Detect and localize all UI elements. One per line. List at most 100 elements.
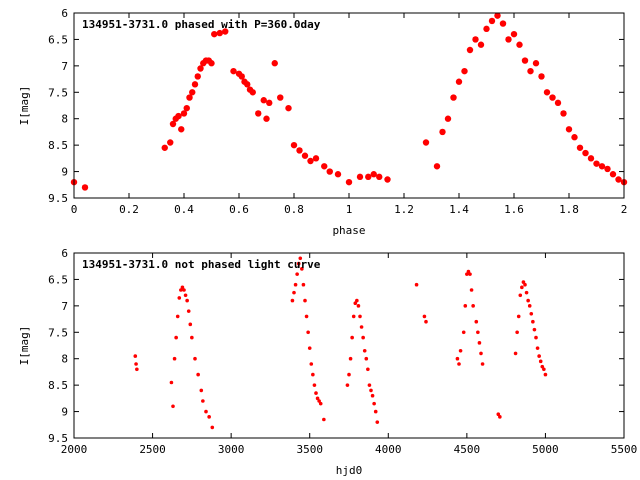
data-point: [538, 73, 545, 80]
data-point: [169, 380, 174, 385]
data-point: [457, 362, 461, 366]
data-point: [185, 298, 189, 303]
data-point: [366, 367, 370, 372]
data-point: [182, 288, 186, 292]
data-point: [468, 272, 472, 276]
data-point: [463, 304, 468, 308]
data-point: [516, 314, 521, 319]
y-tick-label: 9: [61, 406, 68, 419]
data-point: [161, 144, 168, 151]
data-point: [169, 120, 177, 128]
data-point: [175, 112, 182, 120]
data-point: [477, 341, 482, 345]
data-point: [306, 330, 310, 335]
data-point: [309, 362, 314, 366]
data-point: [317, 399, 321, 403]
data-point: [538, 359, 543, 364]
data-point: [133, 354, 138, 358]
data-point: [197, 65, 204, 72]
y-tick-label: 6: [61, 7, 68, 20]
y-tick-label: 9.5: [48, 192, 68, 205]
data-point: [531, 319, 535, 324]
x-tick-label: 0.4: [174, 203, 194, 216]
data-point: [384, 176, 391, 183]
data-point: [359, 325, 364, 329]
data-point: [375, 420, 380, 424]
y-tick-label: 7: [61, 300, 68, 313]
x-tick-label: 4000: [375, 443, 402, 456]
data-point: [523, 282, 527, 287]
x-tick-label: 0.6: [229, 203, 249, 216]
data-point: [422, 314, 427, 319]
data-point: [444, 115, 452, 122]
plot-frame: [73, 12, 625, 199]
y-axis-label: I[mag]: [18, 326, 31, 366]
data-point: [183, 293, 188, 298]
y-tick-label: 7: [61, 60, 68, 73]
data-point: [358, 314, 362, 319]
data-point: [193, 356, 197, 361]
x-tick-label: 0: [71, 203, 78, 216]
data-point: [356, 173, 364, 181]
data-point: [304, 314, 309, 319]
data-point: [290, 298, 295, 303]
x-tick-label: 1: [346, 203, 353, 216]
data-point: [350, 335, 354, 340]
data-point: [210, 425, 215, 430]
data-point: [472, 36, 479, 43]
data-point: [266, 99, 273, 107]
data-point: [322, 417, 326, 422]
data-point: [277, 94, 284, 101]
data-point: [307, 157, 314, 165]
data-point: [296, 147, 303, 154]
data-point: [513, 351, 518, 356]
data-point: [216, 29, 223, 37]
data-point: [422, 139, 430, 146]
data-point: [450, 94, 457, 101]
data-point: [520, 285, 524, 290]
data-point: [560, 110, 567, 117]
data-point: [190, 335, 194, 340]
y-tick-label: 7.5: [48, 86, 68, 99]
data-point: [271, 60, 278, 67]
data-point: [318, 401, 323, 406]
data-point: [208, 60, 215, 67]
data-point: [355, 298, 359, 303]
unphased-light-curve-chart: 2000 2500 3000 3500 4000 4500 5000 5500 6 6.5 7 7.…: [18, 247, 637, 477]
data-point: [537, 354, 541, 358]
data-point: [526, 298, 530, 303]
data-point: [604, 165, 611, 173]
data-point: [211, 30, 218, 38]
data-point: [314, 391, 318, 395]
data-point: [312, 383, 317, 387]
data-point: [296, 261, 301, 266]
data-point: [479, 351, 483, 356]
data-point: [571, 134, 578, 141]
data-point: [244, 81, 251, 88]
data-point: [535, 346, 540, 350]
data-point: [367, 383, 372, 387]
x-tick-label: 1.8: [559, 203, 579, 216]
data-point: [362, 348, 367, 353]
data-point: [191, 81, 199, 88]
data-point: [307, 346, 312, 350]
data-point: [534, 335, 538, 340]
data-point: [498, 415, 502, 419]
y-tick-label: 8: [61, 353, 68, 366]
data-point: [249, 89, 256, 96]
data-point: [461, 330, 466, 335]
data-point: [496, 412, 501, 417]
data-point: [300, 267, 304, 271]
data-point: [372, 401, 376, 406]
data-point: [469, 288, 474, 292]
y-tick-label: 6: [61, 247, 68, 260]
x-tick-label: 2000: [61, 443, 88, 456]
data-point: [370, 393, 375, 398]
data-point: [455, 78, 463, 85]
data-point: [565, 126, 573, 133]
data-point: [510, 30, 518, 38]
data-point: [167, 139, 174, 146]
data-point: [540, 364, 545, 369]
data-point: [376, 173, 383, 181]
data-point: [230, 67, 237, 75]
